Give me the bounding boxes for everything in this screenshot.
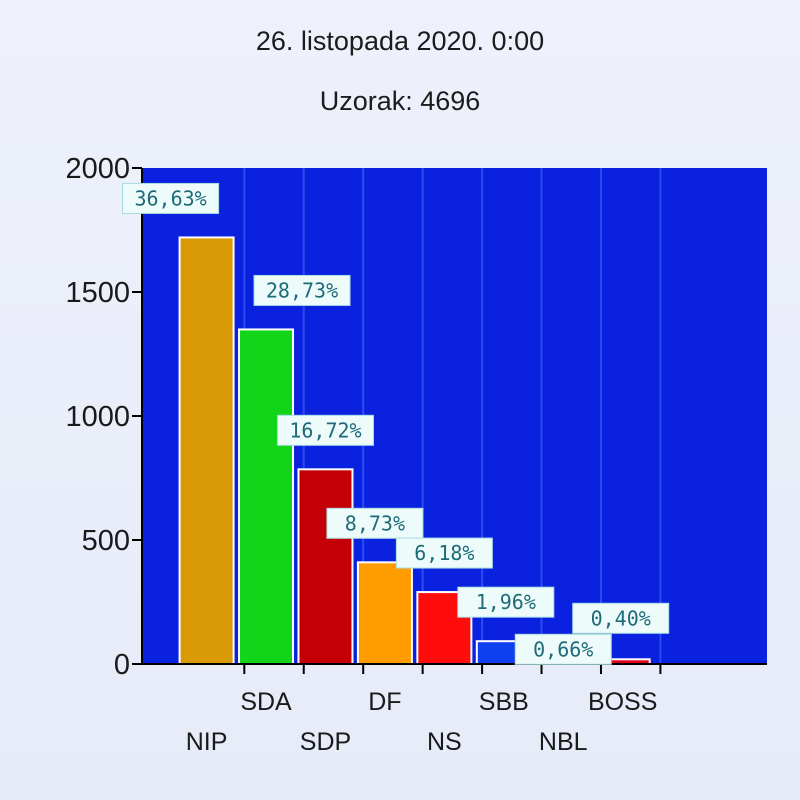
data-label: 8,73%: [345, 511, 405, 535]
data-label-box: [122, 182, 220, 214]
data-label-box: [514, 633, 612, 665]
category-label-boss: BOSS: [588, 688, 657, 716]
y-tick-label: 500: [82, 525, 130, 557]
data-label-box: [276, 414, 374, 446]
data-label-box: [253, 274, 351, 306]
category-label-sda: SDA: [240, 688, 292, 716]
category-label-nip: NIP: [186, 728, 228, 756]
data-label: 1,96%: [476, 590, 536, 614]
bar-sdp: [297, 468, 354, 665]
y-tick-label: 1500: [65, 277, 130, 309]
data-label: 0,40%: [591, 606, 651, 630]
category-label-df: DF: [368, 688, 401, 716]
bar-sda: [238, 328, 295, 665]
data-label: 6,18%: [414, 541, 474, 565]
plot-area: [142, 168, 767, 664]
y-tick-label: 1000: [65, 401, 130, 433]
data-label: 28,73%: [266, 278, 338, 302]
category-label-nbl: NBL: [539, 728, 588, 756]
data-label-box: [572, 602, 670, 634]
data-label: 16,72%: [289, 418, 361, 442]
data-label: 0,66%: [533, 637, 593, 661]
y-tick-label: 0: [114, 649, 130, 681]
chart-title: 26. listopada 2020. 0:00: [255, 26, 545, 56]
category-label-sdp: SDP: [300, 728, 351, 756]
bar-nip: [178, 236, 235, 665]
data-label-box: [457, 586, 555, 618]
y-tick-label: 2000: [65, 153, 130, 185]
data-label-box: [326, 507, 424, 539]
bar-df: [356, 561, 413, 666]
data-label: 36,63%: [134, 186, 206, 210]
chart-subtitle: Uzorak: 4696: [319, 86, 481, 116]
data-label-box: [395, 537, 493, 569]
category-label-sbb: SBB: [479, 688, 529, 716]
category-label-ns: NS: [427, 728, 462, 756]
